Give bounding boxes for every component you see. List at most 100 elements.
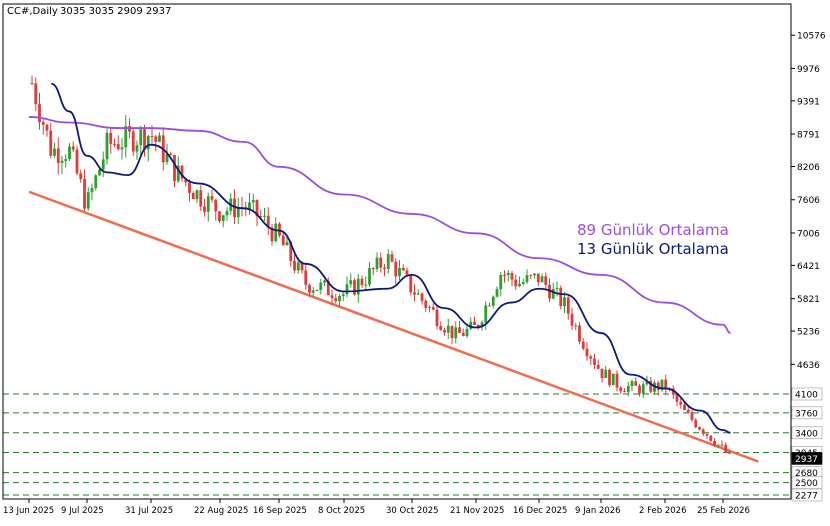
candle-body [581,341,585,349]
chart-title: CC#,Daily [7,6,58,17]
candle-body [169,153,173,156]
candle-body [518,283,521,287]
y-tick-label: 4636 [797,361,820,371]
y-tick-label: 8791 [797,131,820,141]
candle-body [259,216,263,218]
candle-body [173,155,176,182]
candle-body [338,296,341,302]
candle-body [203,206,206,212]
candle-body [101,159,105,170]
candle-body [473,321,476,325]
candle-body [428,307,431,309]
candles [30,75,731,455]
candle-body [608,369,611,386]
candle-body [383,267,386,269]
candle-body [139,129,143,146]
level-label: 2680 [795,469,818,479]
candle-body [698,427,701,430]
candle-body [503,274,506,276]
candle-body [206,196,210,212]
candle-body [521,282,525,284]
current-price-box [791,452,823,465]
candle-body [679,401,683,405]
candle-body [135,145,139,152]
ohlc-readout: 3035 3035 2909 2937 [60,6,171,17]
candle-body [645,380,649,385]
candle-body [533,273,536,276]
candle-body [341,294,345,297]
candle-body [304,270,308,285]
level-label: 3400 [795,429,818,439]
candle-body [364,284,368,286]
candle-body [195,190,199,200]
candle-body [180,165,184,179]
moving-averages [28,82,731,434]
candle-body [600,368,604,379]
y-tick-label: 5821 [797,295,820,305]
candle-body [210,196,214,200]
candle-body [551,288,555,299]
candle-body [330,295,334,299]
candle-body [416,293,420,295]
level-label-box [791,476,823,489]
candle-body [469,321,473,329]
legend-ma13-label: 13 Günlük Ortalama [577,240,729,258]
candle-body [105,132,109,160]
candle-body [319,282,323,290]
y-tick-label: 7006 [797,229,820,239]
candle-body [323,280,326,283]
candle-body [154,136,158,142]
candle-body [263,215,266,217]
candle-body [353,280,356,295]
candle-body [713,441,716,446]
candle-body [116,144,120,150]
candle-body [559,287,563,307]
candle-body [191,192,195,200]
candle-body [356,278,360,295]
candle-body [589,356,593,359]
candle-body [394,261,398,277]
level-label-box [791,488,823,502]
ma89-line [28,116,731,334]
candle-body [596,364,600,369]
candle-body [615,373,619,388]
level-label: 4100 [795,390,818,400]
ma13-line [50,82,731,434]
candle-body [71,146,75,150]
candle-body [300,262,304,271]
candle-body [488,305,491,307]
candle-body [641,384,645,394]
x-tick-label: 21 Nov 2025 [450,506,504,516]
candle-body [720,444,724,446]
candle-body [371,268,375,270]
candle-body [375,257,379,270]
candle-body [431,307,435,310]
candle-body [424,300,428,308]
candle-body [450,325,454,339]
candle-body [563,297,566,307]
trendline [28,190,759,463]
candle-body [274,223,278,242]
candle-body [446,325,450,333]
candle-body [716,444,720,446]
candle-body [465,328,469,337]
candle-body [540,276,544,283]
candle-body [165,153,169,163]
candle-body [694,419,698,428]
candle-body [60,160,64,163]
candle-body [293,260,296,271]
candle-body [638,385,641,394]
y-tick-label: 7606 [797,196,820,206]
candle-body [34,83,38,105]
candle-body [544,276,548,285]
candle-body [221,215,225,222]
legend-ma89-label: 89 Günlük Ortalama [577,221,729,239]
candle-body [278,223,281,236]
candle-body [611,373,615,386]
candle-body [529,275,533,277]
candle-body [443,330,446,333]
candle-body [150,135,154,137]
axes: 10576 9976 9391 8791 8206 7606 7006 6421 5821 523… [2,3,826,516]
candle-body [626,386,630,393]
